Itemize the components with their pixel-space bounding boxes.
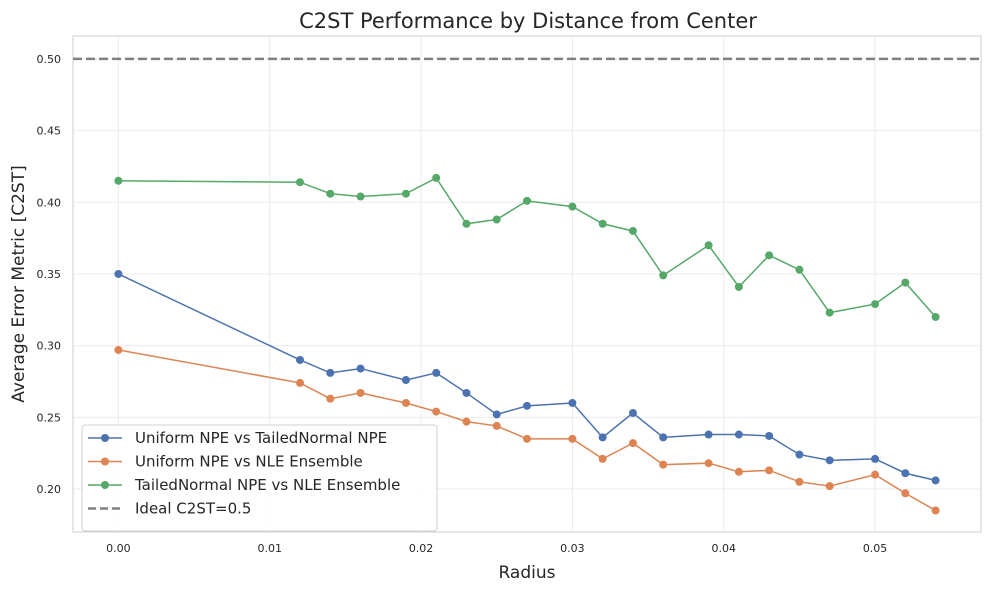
data-point [825,308,834,317]
data-point [795,477,804,486]
data-point [598,454,607,463]
data-point [326,394,335,403]
data-point [401,376,410,385]
series-group [114,173,940,515]
data-point [326,368,335,377]
x-tick-label: 0.02 [409,542,434,555]
y-tick-label: 0.45 [37,125,62,138]
x-axis-label: Radius [498,563,555,583]
data-point [659,271,668,280]
data-point [765,466,774,475]
series-2 [114,345,940,515]
data-point [598,219,607,228]
data-point [931,312,940,321]
data-point [765,251,774,260]
data-point [114,176,123,185]
data-point [704,430,713,439]
legend: Uniform NPE vs TailedNormal NPE Uniform N… [81,424,438,532]
legend-label: Uniform NPE vs NLE Ensemble [135,453,363,471]
y-tick-label: 0.25 [37,411,62,424]
x-tick-label: 0.01 [257,542,282,555]
data-point [462,417,471,426]
data-point [568,398,577,407]
legend-marker-swatch [101,434,109,442]
data-point [296,378,304,387]
legend-marker-swatch [101,457,109,466]
data-point [795,265,804,274]
data-point [901,469,910,478]
x-axis-ticks: 0.00 0.01 0.02 0.03 0.04 0.05 [106,542,887,555]
data-point [734,282,743,291]
y-tick-label: 0.20 [37,483,62,496]
legend-entry: Uniform NPE vs NLE Ensemble [88,453,363,471]
data-point [598,433,607,442]
legend-label: Ideal C2ST=0.5 [135,500,251,518]
data-point [628,439,637,448]
data-point [871,454,880,463]
data-point [296,355,304,364]
data-point [901,278,910,287]
data-point [704,241,713,250]
data-point [871,470,880,479]
data-point [432,173,441,182]
data-point [523,196,531,205]
data-point [568,434,577,443]
chart-title: C2ST Performance by Distance from Center [299,9,757,33]
data-point [114,345,123,354]
data-point [931,476,940,485]
data-point [871,300,880,309]
data-point [659,433,668,442]
data-point [628,226,637,235]
data-point [356,192,365,201]
data-point [432,407,441,416]
x-tick-label: 0.04 [711,542,736,555]
data-point [568,202,577,211]
data-point [401,189,410,198]
series-3 [114,173,940,321]
data-point [356,364,365,373]
series-1 [114,269,940,485]
data-point [825,456,834,465]
y-axis-ticks: 0.20 0.25 0.30 0.35 0.40 0.45 0.50 [37,53,62,496]
data-point [401,398,410,407]
y-axis-label: Average Error Metric [C2ST] [9,165,29,402]
data-point [114,269,123,278]
data-point [432,368,441,377]
data-point [326,189,335,198]
data-point [795,450,804,459]
data-point [734,467,743,476]
data-point [492,421,501,430]
y-tick-label: 0.40 [37,196,62,209]
data-point [296,178,304,187]
y-tick-label: 0.50 [37,53,62,66]
x-tick-label: 0.03 [560,542,585,555]
legend-label: Uniform NPE vs TailedNormal NPE [135,429,387,447]
data-point [734,430,743,439]
data-point [901,489,910,498]
data-point [704,459,713,468]
data-point [931,506,940,515]
data-point [492,410,501,419]
data-point [462,219,471,228]
data-point [825,482,834,491]
legend-entry: Ideal C2ST=0.5 [88,500,251,518]
data-point [628,409,637,418]
data-point [523,434,531,443]
data-point [765,431,774,440]
data-point [659,460,668,469]
legend-label: TailedNormal NPE vs NLE Ensemble [134,476,400,494]
legend-entry: Uniform NPE vs TailedNormal NPE [88,429,387,447]
x-tick-label: 0.00 [106,542,131,555]
data-point [523,401,531,410]
legend-marker-swatch [101,481,109,489]
legend-entry: TailedNormal NPE vs NLE Ensemble [88,476,400,494]
y-tick-label: 0.35 [37,268,62,281]
data-point [462,388,471,397]
y-tick-label: 0.30 [37,340,62,353]
data-point [356,388,365,397]
legend-box [81,424,438,532]
data-point [492,215,501,224]
x-tick-label: 0.05 [863,542,888,555]
